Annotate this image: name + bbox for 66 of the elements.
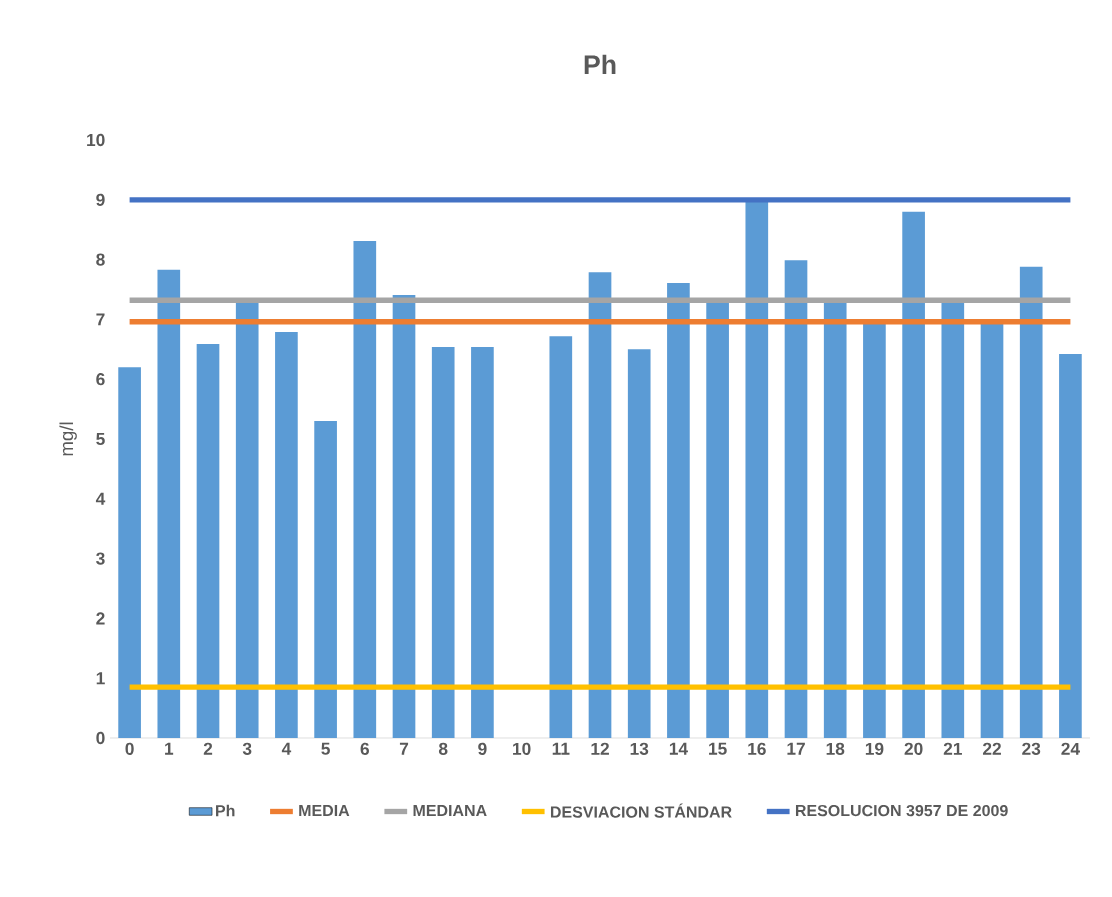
bar (706, 301, 729, 738)
x-tick-label: 21 (943, 742, 962, 755)
bar (902, 211, 925, 738)
x-tick-label: 18 (826, 742, 845, 755)
x-tick-label: 24 (1061, 742, 1080, 755)
x-tick-label: 15 (709, 742, 727, 755)
x-tick-label: 5 (321, 742, 330, 755)
bar (471, 346, 494, 738)
y-tick-label: 5 (96, 432, 105, 446)
x-tick-label: 20 (904, 742, 923, 755)
x-tick-label: 12 (591, 742, 609, 755)
bar (1019, 266, 1043, 738)
x-tick-label: 19 (865, 742, 884, 755)
bar (745, 199, 769, 738)
y-tick-label: 7 (96, 313, 105, 326)
bar (314, 421, 337, 738)
bar (549, 336, 573, 738)
bar (588, 272, 612, 738)
x-tick-label: 0 (125, 742, 134, 755)
bar (353, 241, 377, 738)
x-tick-label: 23 (1022, 742, 1041, 755)
x-tick-label: 22 (982, 742, 1001, 755)
x-tick-label: 7 (399, 742, 409, 755)
bar (1059, 354, 1082, 738)
x-tick-label: 17 (787, 742, 805, 755)
bar (157, 269, 181, 738)
x-tick-label: 11 (552, 742, 570, 755)
legend-label: Ph (216, 804, 235, 817)
y-axis-title: mg/l (59, 422, 77, 456)
bar (980, 321, 1004, 738)
x-tick-label: 9 (478, 742, 487, 755)
x-tick-label: 13 (630, 742, 649, 755)
x-tick-label: 3 (242, 742, 252, 755)
y-tick-label: 8 (96, 253, 105, 266)
y-tick-label: 9 (96, 193, 105, 206)
bar (118, 367, 141, 738)
x-tick-label: 14 (669, 742, 688, 755)
bar (627, 349, 651, 738)
bar (823, 301, 847, 738)
x-tick-label: 4 (281, 742, 292, 755)
y-tick-label: 1 (96, 672, 105, 685)
x-tick-label: 6 (360, 742, 369, 755)
x-tick-label: 16 (748, 742, 766, 755)
y-tick-label: 10 (87, 133, 105, 147)
y-tick-label: 4 (95, 492, 106, 505)
y-tick-label: 6 (96, 373, 105, 386)
bar (431, 346, 455, 738)
legend-label: MEDIANA (413, 805, 487, 816)
legend-label: DESVIACION STÁNDAR (550, 803, 732, 818)
bar (235, 301, 259, 738)
bar (667, 282, 690, 738)
bar (784, 260, 808, 738)
y-tick-label: 0 (96, 731, 105, 745)
chart-title: Ph (584, 54, 616, 74)
bar (196, 343, 220, 738)
x-tick-label: 10 (513, 742, 531, 755)
x-tick-label: 1 (165, 742, 174, 755)
y-tick-label: 2 (96, 612, 105, 625)
legend-label: RESOLUCION 3957 DE 2009 (795, 804, 1008, 817)
legend-label: MEDIA (299, 805, 350, 816)
bar (941, 301, 965, 738)
y-tick-label: 3 (96, 552, 105, 565)
x-tick-label: 2 (203, 742, 213, 755)
x-tick-label: 8 (438, 742, 448, 755)
bar (392, 294, 416, 738)
bar (275, 331, 298, 738)
